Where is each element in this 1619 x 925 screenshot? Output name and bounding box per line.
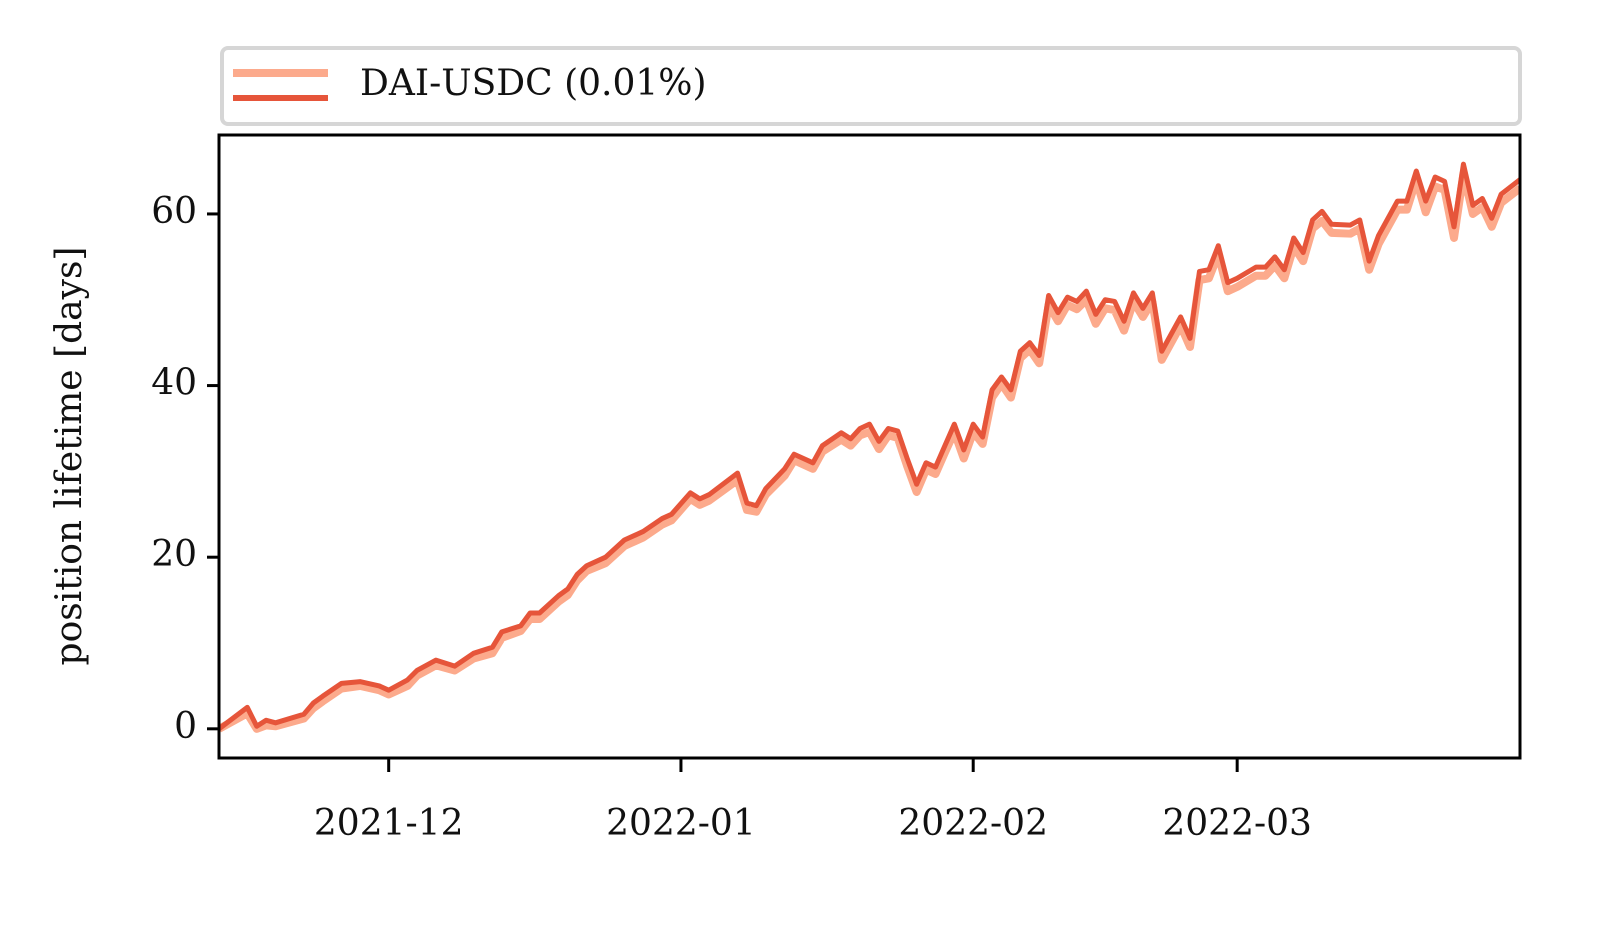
x-tick-label: 2022-01: [606, 803, 756, 844]
y-tick-label: 60: [151, 191, 197, 232]
y-axis-label: position lifetime [days]: [49, 247, 90, 666]
legend-label: DAI-USDC (0.01%): [360, 63, 707, 104]
y-tick-label: 20: [151, 534, 197, 575]
x-tick-label: 2022-02: [898, 803, 1048, 844]
legend-box: [220, 46, 1522, 126]
y-tick-label: 0: [174, 706, 197, 747]
y-tick-label: 40: [151, 363, 197, 404]
x-tick-label: 2022-03: [1162, 803, 1312, 844]
line-series: [219, 169, 1520, 733]
axes-frame: [217, 133, 1522, 760]
line-series: [219, 161, 1520, 731]
x-tick-label: 2021-12: [314, 803, 464, 844]
